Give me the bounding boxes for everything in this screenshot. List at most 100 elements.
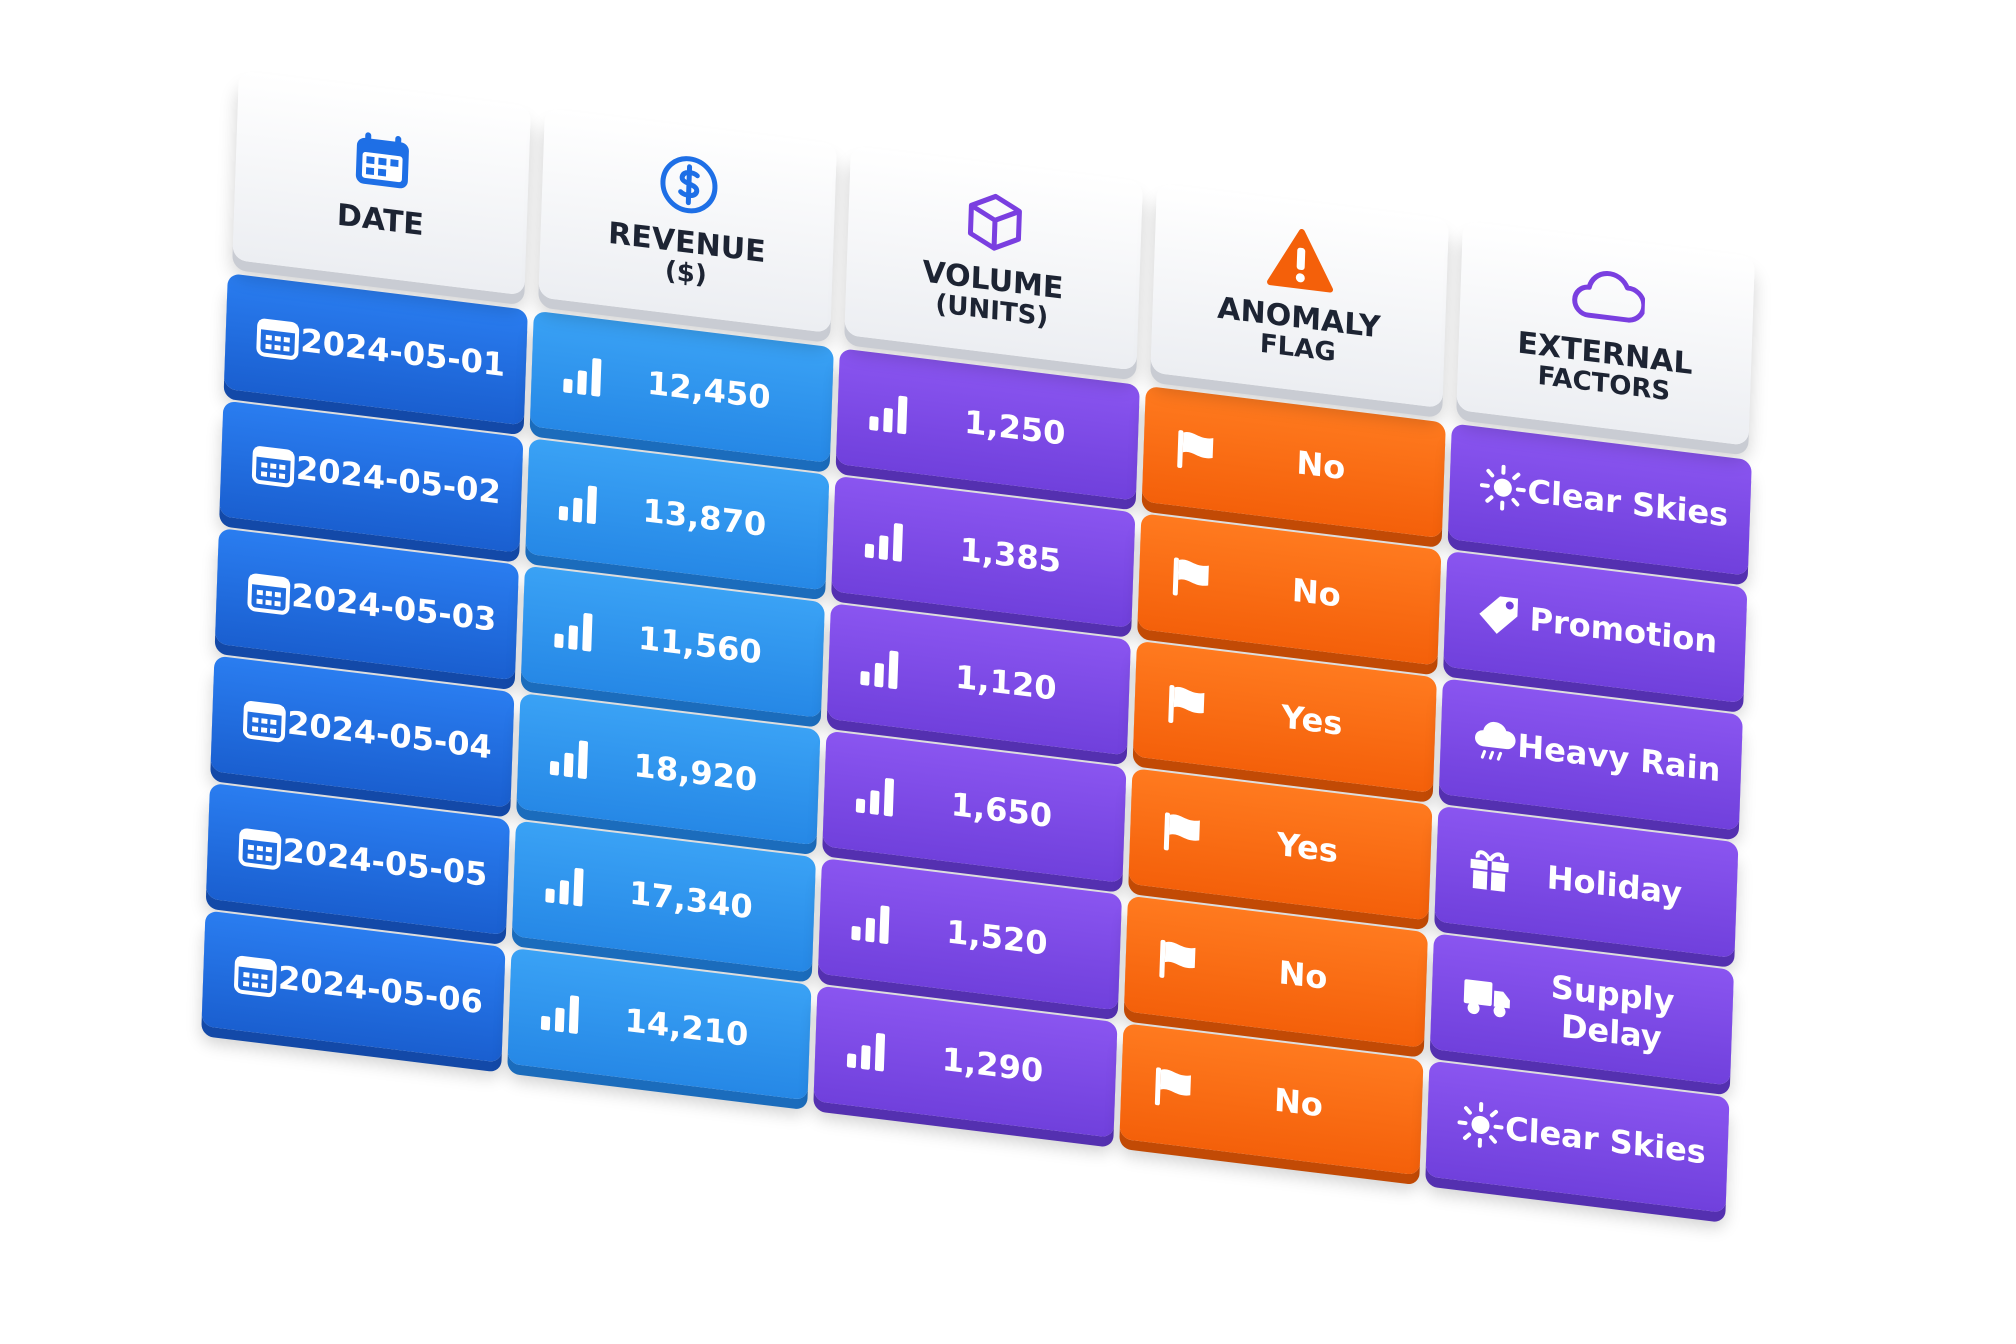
icon-part bbox=[591, 358, 602, 397]
icon-part bbox=[390, 158, 399, 167]
table-cell: 2024-05-03 bbox=[214, 528, 519, 681]
icon-part bbox=[274, 344, 281, 351]
table-cell: Heavy Rain bbox=[1438, 678, 1743, 831]
cell-text: 2024-05-04 bbox=[286, 703, 493, 767]
cell-text: No bbox=[1273, 1080, 1324, 1125]
icon-part bbox=[247, 853, 254, 860]
icon-part bbox=[1475, 850, 1505, 863]
icon-part bbox=[563, 752, 574, 778]
icon-part bbox=[558, 506, 569, 521]
icon bbox=[242, 701, 286, 743]
icon bbox=[1463, 979, 1510, 1018]
icon-part bbox=[554, 633, 564, 649]
icon-part bbox=[269, 472, 277, 479]
icon-part bbox=[892, 523, 903, 562]
column-header: DATE bbox=[232, 70, 531, 296]
icon-part bbox=[279, 464, 286, 471]
column-header: ANOMALY FLAG bbox=[1150, 183, 1449, 409]
icon bbox=[1475, 721, 1516, 761]
icon-part bbox=[869, 395, 908, 435]
table-cell: No bbox=[1137, 513, 1442, 666]
table-cell: 2024-05-02 bbox=[219, 400, 524, 553]
icon-part bbox=[243, 972, 268, 989]
icon-part bbox=[864, 523, 903, 562]
cell-text: Clear Skies bbox=[1504, 1109, 1707, 1172]
column-header: VOLUME (UNITS) bbox=[844, 145, 1143, 371]
icon-part bbox=[1486, 860, 1492, 891]
icon-part bbox=[1572, 271, 1646, 323]
icon bbox=[660, 156, 718, 214]
icon-part bbox=[278, 473, 286, 480]
icon-part bbox=[1475, 850, 1505, 863]
table-cell: 1,520 bbox=[817, 858, 1122, 1011]
cell-text: No bbox=[1291, 570, 1342, 615]
icon-part bbox=[261, 718, 268, 724]
table-cell: 1,250 bbox=[835, 348, 1140, 501]
icon-part bbox=[1457, 1102, 1504, 1148]
icon-part bbox=[274, 335, 281, 342]
icon-part bbox=[259, 319, 298, 334]
icon-part bbox=[243, 981, 250, 987]
icon bbox=[1457, 1102, 1504, 1148]
table-cell: 2024-05-05 bbox=[205, 782, 510, 936]
icon-part bbox=[1163, 812, 1171, 851]
icon-part bbox=[1177, 430, 1184, 469]
icon bbox=[1154, 1067, 1191, 1106]
cell-text: Supply Delay bbox=[1550, 967, 1676, 1058]
icon-part bbox=[251, 726, 259, 732]
table-cell: 1,650 bbox=[822, 730, 1127, 883]
icon-part bbox=[1475, 721, 1516, 750]
icon-part bbox=[245, 702, 284, 716]
cell-text: 1,385 bbox=[959, 530, 1062, 581]
icon-part bbox=[1493, 478, 1512, 497]
icon bbox=[247, 573, 291, 615]
table-cell: No bbox=[1123, 895, 1428, 1048]
icon bbox=[554, 613, 593, 652]
icon bbox=[355, 131, 409, 188]
icon-part bbox=[1178, 559, 1209, 586]
cell-text: 12,450 bbox=[646, 363, 772, 417]
icon-part bbox=[869, 416, 879, 431]
icon bbox=[967, 194, 1022, 251]
icon-part bbox=[265, 599, 272, 606]
table-cell: Clear Skies bbox=[1425, 1060, 1730, 1214]
icon bbox=[251, 446, 295, 488]
icon-part bbox=[269, 728, 277, 735]
table-cell: 2024-05-06 bbox=[201, 910, 506, 1063]
icon-part bbox=[883, 778, 895, 817]
icon-part bbox=[540, 995, 580, 1034]
column: REVENUE ($) 12,450 13,870 11,560 18,920 17,340… bbox=[507, 108, 841, 1101]
icon-part bbox=[361, 151, 403, 182]
icon-part bbox=[878, 535, 889, 560]
icon-part bbox=[256, 589, 281, 607]
icon-part bbox=[252, 717, 259, 723]
icon bbox=[558, 485, 597, 525]
icon-part bbox=[260, 462, 286, 480]
icon-part bbox=[261, 983, 268, 989]
icon bbox=[846, 1032, 886, 1072]
icon-part bbox=[1182, 431, 1214, 459]
icon-part bbox=[1505, 601, 1514, 610]
icon bbox=[1168, 684, 1205, 723]
icon-part bbox=[860, 650, 899, 690]
icon-part bbox=[274, 591, 281, 598]
cell-text: 1,120 bbox=[954, 657, 1058, 708]
cell-text: 2024-05-02 bbox=[295, 448, 502, 512]
icon-part bbox=[365, 131, 372, 144]
icon-part bbox=[252, 973, 259, 979]
icon-part bbox=[545, 888, 555, 903]
column: VOLUME (UNITS) 1,250 1,385 1,120 1,650 1,520 1,… bbox=[813, 145, 1147, 1138]
table-cell: 14,210 bbox=[507, 947, 812, 1101]
icon-part bbox=[846, 1032, 886, 1072]
icon-part bbox=[256, 845, 264, 852]
icon-part bbox=[678, 164, 700, 206]
icon-part bbox=[1159, 939, 1166, 978]
icon-part bbox=[1480, 749, 1503, 761]
cell-text: 2024-05-05 bbox=[281, 830, 488, 894]
icon-part bbox=[864, 543, 875, 559]
icon bbox=[1572, 271, 1646, 323]
icon-part bbox=[1493, 1005, 1506, 1018]
icon-part bbox=[1295, 273, 1305, 283]
column: ANOMALY FLAG No No Yes Yes No No bbox=[1119, 183, 1453, 1176]
